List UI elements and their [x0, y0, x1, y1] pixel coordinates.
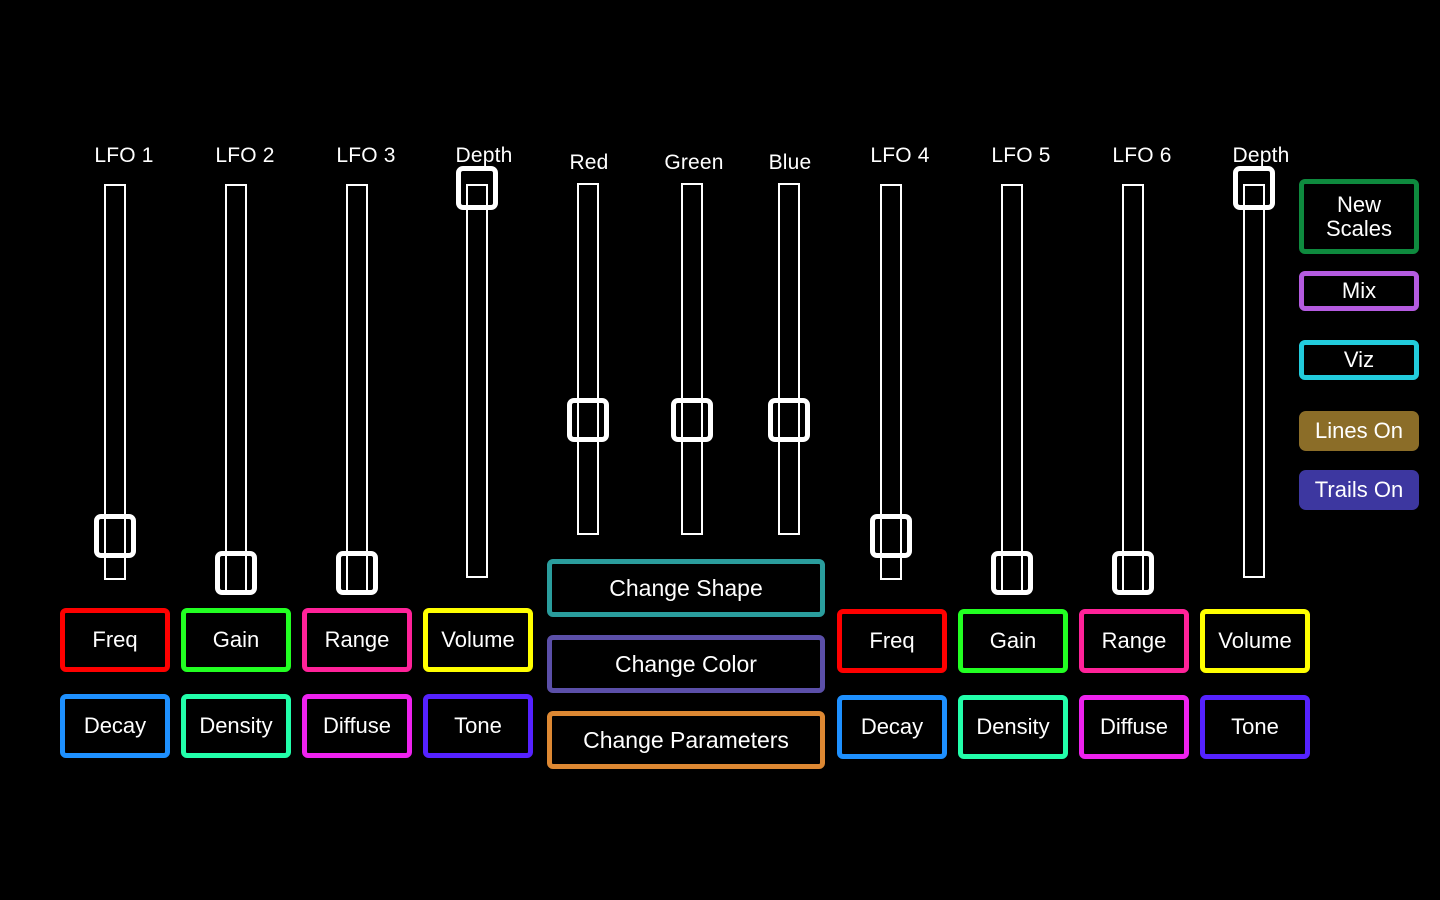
slider-label: LFO 6 — [1112, 144, 1172, 167]
slider-label: LFO 5 — [991, 144, 1051, 167]
slider-track[interactable] — [681, 183, 703, 535]
slider-thumb[interactable] — [94, 514, 136, 558]
slider-thumb[interactable] — [671, 398, 713, 442]
slider-thumb[interactable] — [567, 398, 609, 442]
slider-label: Depth — [455, 144, 513, 167]
param-button-right-decay[interactable]: Decay — [837, 695, 947, 759]
slider-label: Depth — [1232, 144, 1290, 167]
slider-label: Red — [569, 151, 609, 174]
toggle-button-lines-on[interactable]: Lines On — [1299, 411, 1419, 451]
slider-track[interactable] — [778, 183, 800, 535]
action-button-change-parameters[interactable]: Change Parameters — [547, 711, 825, 769]
slider-track[interactable] — [104, 184, 126, 580]
param-button-left-gain[interactable]: Gain — [181, 608, 291, 672]
slider-thumb[interactable] — [1233, 166, 1275, 210]
slider-track[interactable] — [1243, 184, 1265, 578]
slider-label: Green — [664, 151, 724, 174]
slider-track[interactable] — [346, 184, 368, 592]
param-button-left-density[interactable]: Density — [181, 694, 291, 758]
toggle-button-mix[interactable]: Mix — [1299, 271, 1419, 311]
slider-track[interactable] — [225, 184, 247, 592]
param-button-right-range[interactable]: Range — [1079, 609, 1189, 673]
slider-thumb[interactable] — [1112, 551, 1154, 595]
slider-label: LFO 3 — [336, 144, 396, 167]
slider-track[interactable] — [577, 183, 599, 535]
param-button-right-density[interactable]: Density — [958, 695, 1068, 759]
toggle-button-viz[interactable]: Viz — [1299, 340, 1419, 380]
param-button-right-diffuse[interactable]: Diffuse — [1079, 695, 1189, 759]
slider-thumb[interactable] — [991, 551, 1033, 595]
toggle-button-new-scales[interactable]: New Scales — [1299, 179, 1419, 254]
param-button-right-gain[interactable]: Gain — [958, 609, 1068, 673]
param-button-right-tone[interactable]: Tone — [1200, 695, 1310, 759]
param-button-left-range[interactable]: Range — [302, 608, 412, 672]
slider-thumb[interactable] — [336, 551, 378, 595]
param-button-left-freq[interactable]: Freq — [60, 608, 170, 672]
param-button-left-diffuse[interactable]: Diffuse — [302, 694, 412, 758]
slider-label: Blue — [768, 151, 812, 174]
action-button-change-shape[interactable]: Change Shape — [547, 559, 825, 617]
slider-label: LFO 4 — [870, 144, 930, 167]
slider-label: LFO 2 — [215, 144, 275, 167]
param-button-right-volume[interactable]: Volume — [1200, 609, 1310, 673]
param-button-right-freq[interactable]: Freq — [837, 609, 947, 673]
slider-thumb[interactable] — [768, 398, 810, 442]
param-button-left-decay[interactable]: Decay — [60, 694, 170, 758]
slider-thumb[interactable] — [456, 166, 498, 210]
param-button-left-volume[interactable]: Volume — [423, 608, 533, 672]
param-button-left-tone[interactable]: Tone — [423, 694, 533, 758]
slider-track[interactable] — [880, 184, 902, 580]
slider-thumb[interactable] — [870, 514, 912, 558]
slider-track[interactable] — [466, 184, 488, 578]
slider-track[interactable] — [1001, 184, 1023, 592]
toggle-button-trails-on[interactable]: Trails On — [1299, 470, 1419, 510]
slider-label: LFO 1 — [94, 144, 154, 167]
slider-thumb[interactable] — [215, 551, 257, 595]
slider-track[interactable] — [1122, 184, 1144, 592]
action-button-change-color[interactable]: Change Color — [547, 635, 825, 693]
